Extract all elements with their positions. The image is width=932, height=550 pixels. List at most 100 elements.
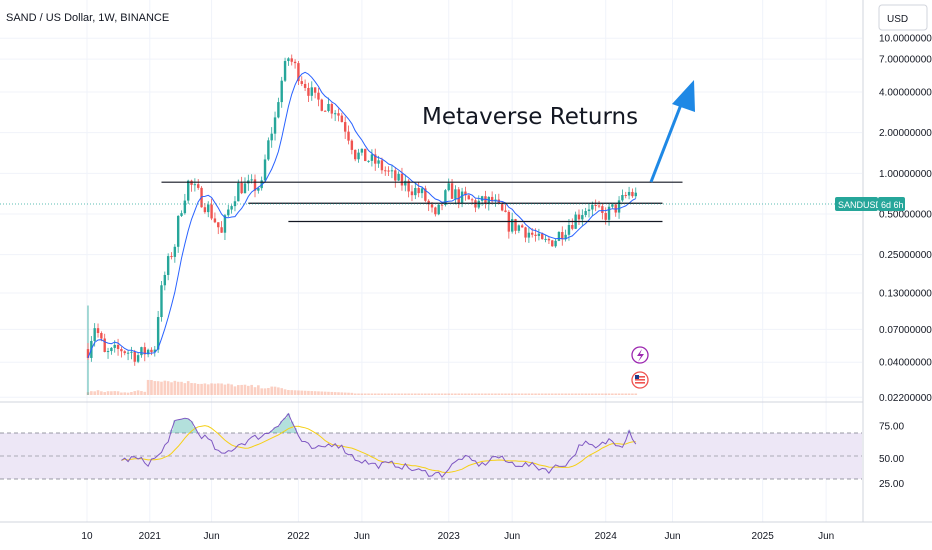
volume-bar <box>390 393 394 395</box>
horizontal-levels[interactable] <box>161 181 683 223</box>
volume-bar <box>530 393 534 395</box>
volume-bar <box>240 384 243 395</box>
candle-body <box>571 225 574 229</box>
lightning-icon[interactable] <box>631 346 649 364</box>
candle-body <box>477 200 480 208</box>
volume-bar <box>377 393 380 395</box>
time-axis-label: Jun <box>354 531 370 542</box>
candle-body <box>170 256 173 258</box>
volume-bar <box>400 393 404 395</box>
rsi-axis-label: 50.00 <box>879 454 904 465</box>
candle-body <box>380 160 384 171</box>
price-axis-label: 10.00000000 <box>879 34 932 45</box>
candle-body <box>320 99 323 111</box>
candle-body <box>166 256 170 275</box>
candle-body <box>567 225 571 235</box>
candle-body <box>267 140 270 160</box>
volume-bar <box>507 393 511 395</box>
volume-bar <box>176 381 180 395</box>
candle-body <box>203 207 207 213</box>
candle-body <box>464 191 467 196</box>
price-tag[interactable]: SANDUSD 6d 6h <box>835 197 905 211</box>
candle-body <box>424 188 427 201</box>
candle-body <box>350 140 354 150</box>
volume-bar <box>527 393 531 395</box>
candle-body <box>93 328 96 341</box>
volume-bar <box>454 393 457 395</box>
candle-body <box>136 355 140 362</box>
candle-body <box>460 191 464 203</box>
volume-bar <box>467 393 471 395</box>
volume-bar <box>607 393 611 395</box>
volume-bar <box>213 383 217 395</box>
volume-bar <box>126 392 130 395</box>
volume-bar <box>270 386 273 395</box>
price-tag-countdown: 6d 6h <box>881 200 904 210</box>
candle-body <box>343 122 347 132</box>
volume-bar <box>297 390 300 395</box>
price-axis[interactable] <box>863 0 932 522</box>
volume-bar <box>383 393 387 395</box>
volume-bar <box>494 393 497 395</box>
candle-body <box>100 333 103 339</box>
candle-body <box>577 214 581 220</box>
candle-body <box>581 215 584 220</box>
candle-body <box>364 148 367 162</box>
candle-body <box>537 233 541 236</box>
volume-bar <box>143 391 147 395</box>
candle-body <box>587 209 591 212</box>
time-axis-label: 2023 <box>438 531 461 542</box>
time-axis-label: 2024 <box>595 531 618 542</box>
volume-bar <box>450 393 454 395</box>
volume-bar <box>357 393 360 395</box>
price-tag-symbol: SANDUSD <box>838 200 883 210</box>
volume-bar <box>323 391 327 395</box>
candle-body <box>103 338 106 352</box>
candle-body <box>390 170 394 172</box>
volume-bar <box>93 391 96 395</box>
currency-button[interactable]: USD <box>878 4 928 31</box>
us-flag-icon[interactable] <box>631 371 649 389</box>
time-axis[interactable]: 10 2021 Jun 2022 Jun 2023 Jun 2024 Jun 2025 Jun <box>81 531 834 542</box>
candle-body <box>564 234 567 240</box>
volume-bar <box>470 393 474 395</box>
candle-body <box>611 204 614 207</box>
volume-bar <box>611 393 614 395</box>
volume-bar <box>280 388 284 395</box>
candle-body <box>434 207 437 215</box>
candle-body <box>156 317 160 350</box>
volume-bar <box>116 391 120 395</box>
candle-body <box>354 149 357 160</box>
candle-body <box>253 179 257 191</box>
volume-bar <box>337 392 340 395</box>
volume-bar <box>327 391 330 395</box>
candle-body <box>514 219 517 231</box>
price-axis-label: 4.00000000 <box>879 87 932 98</box>
candle-body <box>370 154 374 161</box>
candle-body <box>303 83 307 88</box>
up-arrow-drawing[interactable] <box>649 80 695 183</box>
candle-body <box>394 170 397 181</box>
candle-body <box>490 196 494 202</box>
symbol-title[interactable]: SAND / US Dollar, 1W, BINANCE <box>6 12 169 24</box>
volume-bar <box>410 393 414 395</box>
candle-body <box>397 173 400 181</box>
candle-body <box>524 227 527 238</box>
time-axis-label: Jun <box>504 531 520 542</box>
volume-bar <box>160 381 163 395</box>
price-axis-label: 0.02200000 <box>879 393 932 404</box>
volume-bar <box>243 384 247 395</box>
volume-bar <box>544 393 547 395</box>
rsi-band <box>0 432 862 480</box>
candle-body <box>333 113 337 115</box>
volume-bar <box>360 393 364 395</box>
volume-bar <box>330 391 334 395</box>
volume-bar <box>130 391 133 395</box>
metaverse-returns-annotation[interactable]: Metaverse Returns <box>422 104 638 130</box>
candle-body <box>143 347 146 355</box>
candle-body <box>387 170 390 172</box>
candle-body <box>634 192 637 197</box>
time-axis-label: 10 <box>81 531 93 542</box>
volume-bar <box>510 393 514 395</box>
